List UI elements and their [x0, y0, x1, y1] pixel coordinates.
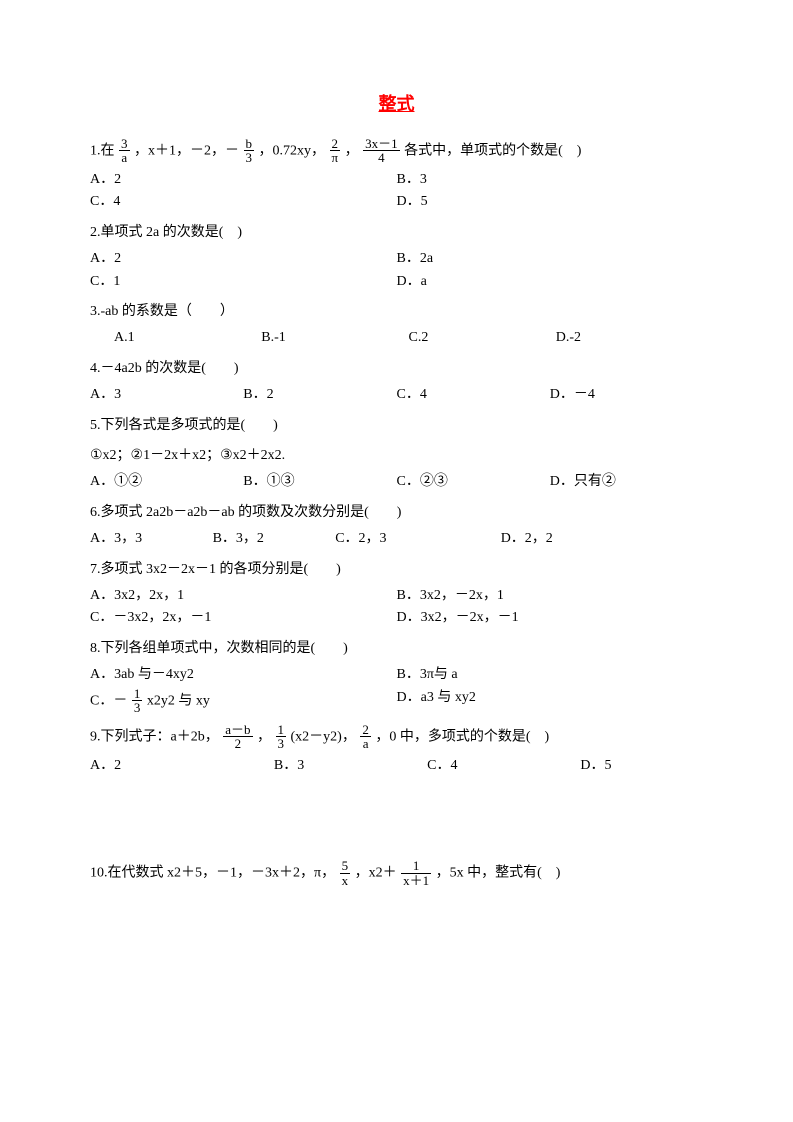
option-d: D．2，2 — [501, 528, 624, 550]
option-c: C．②③ — [397, 471, 550, 493]
option-c: C．4 — [397, 384, 550, 406]
q3-options: A.1 B.-1 C.2 D.-2 — [90, 327, 703, 349]
q8-options: A．3ab 与－4xy2B．3π与 a C．－ 13 x2y2 与 xy D．a… — [90, 664, 703, 715]
question-2: 2.单项式 2a 的次数是( ) — [90, 222, 703, 244]
option-c: C．4 — [427, 755, 580, 777]
fraction: 3x－14 — [363, 137, 400, 165]
option-a: A．2 — [90, 169, 397, 191]
fraction: 2π — [330, 137, 341, 165]
q5-options: A．①② B．①③ C．②③ D．只有② — [90, 471, 703, 493]
q7-options: A．3x2，2x，1B．3x2，－2x，1 C．－3x2，2x，－1D．3x2，… — [90, 585, 703, 630]
question-8: 8.下列各组单项式中，次数相同的是( ) — [90, 638, 703, 660]
fraction: 13 — [132, 687, 143, 715]
option-d: D．只有② — [550, 471, 703, 493]
question-5: 5.下列各式是多项式的是( ) — [90, 415, 703, 437]
option-c: C．1 — [90, 271, 397, 293]
option-a: A．3x2，2x，1 — [90, 585, 397, 607]
option-a: A．2 — [90, 248, 397, 270]
option-d: D．5 — [580, 755, 703, 777]
option-d: D．3x2，－2x，－1 — [397, 607, 704, 629]
fraction: 2a — [360, 723, 371, 751]
question-9: 9.下列式子：a＋2b， a－b2 ， 13 (x2－y2)， 2a ，0 中，… — [90, 723, 703, 751]
question-4: 4.－4a2b 的次数是( ) — [90, 358, 703, 380]
q1-text: ，x＋1，－2，－ — [134, 143, 239, 158]
fraction: 3a — [119, 137, 130, 165]
page-title: 整式 — [90, 90, 703, 119]
option-b: B．3，2 — [213, 528, 336, 550]
worksheet-page: 整式 1.在 3a ，x＋1，－2，－ b3 ，0.72xy， 2π ， 3x－… — [0, 0, 793, 952]
option-d: D．a3 与 xy2 — [397, 687, 704, 715]
option-b: B．①③ — [243, 471, 396, 493]
q1-text: 各式中，单项式的个数是( ) — [404, 143, 581, 158]
spacer — [90, 781, 703, 851]
option-a: A.1 — [114, 327, 261, 349]
option-d: D．－4 — [550, 384, 703, 406]
option-c: C．4 — [90, 191, 397, 213]
option-a: A．3 — [90, 384, 243, 406]
q1-text: ，0.72xy， — [259, 143, 326, 158]
question-7: 7.多项式 3x2－2x－1 的各项分别是( ) — [90, 559, 703, 581]
option-b: B．3π与 a — [397, 664, 704, 686]
option-b: B．2a — [397, 248, 704, 270]
option-a: A．①② — [90, 471, 243, 493]
fraction: 13 — [276, 723, 287, 751]
q9-options: A．2 B．3 C．4 D．5 — [90, 755, 703, 777]
option-c: C．－ 13 x2y2 与 xy — [90, 687, 397, 715]
question-3: 3.-ab 的系数是（ ） — [90, 301, 703, 323]
option-b: B.-1 — [261, 327, 408, 349]
question-10: 10.在代数式 x2＋5，－1，－3x＋2，π， 5x ，x2＋ 1x＋1 ，5… — [90, 859, 703, 887]
q1-options: A．2B．3 C．4D．5 — [90, 169, 703, 214]
fraction: 5x — [340, 859, 351, 887]
option-c: C．－3x2，2x，－1 — [90, 607, 397, 629]
option-a: A．3ab 与－4xy2 — [90, 664, 397, 686]
fraction: b3 — [244, 137, 255, 165]
fraction: 1x＋1 — [401, 859, 431, 887]
option-d: D．a — [397, 271, 704, 293]
option-d: D.-2 — [556, 327, 703, 349]
option-b: B．3x2，－2x，1 — [397, 585, 704, 607]
q1-text: 1.在 — [90, 143, 115, 158]
q2-options: A．2B．2a C．1D．a — [90, 248, 703, 293]
q4-options: A．3 B．2 C．4 D．－4 — [90, 384, 703, 406]
option-b: B．3 — [274, 755, 427, 777]
option-a: A．2 — [90, 755, 274, 777]
q6-options: A．3，3 B．3，2 C．2，3 D．2，2 — [90, 528, 703, 550]
option-b: B．3 — [397, 169, 704, 191]
option-a: A．3，3 — [90, 528, 213, 550]
question-5-list: ①x2；②1－2x＋x2；③x2＋2x2. — [90, 445, 703, 467]
option-c: C．2，3 — [335, 528, 501, 550]
option-b: B．2 — [243, 384, 396, 406]
option-d: D．5 — [397, 191, 704, 213]
q1-text: ， — [345, 143, 359, 158]
question-6: 6.多项式 2a2b－a2b－ab 的项数及次数分别是( ) — [90, 502, 703, 524]
fraction: a－b2 — [223, 723, 252, 751]
option-c: C.2 — [409, 327, 556, 349]
question-1: 1.在 3a ，x＋1，－2，－ b3 ，0.72xy， 2π ， 3x－14 … — [90, 137, 703, 165]
